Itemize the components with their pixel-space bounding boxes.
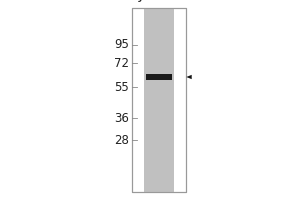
Text: Jurkat: Jurkat — [139, 0, 179, 2]
Text: 95: 95 — [114, 38, 129, 51]
Polygon shape — [186, 75, 192, 79]
Bar — [132, 8, 186, 192]
Bar — [132, 8, 186, 192]
Text: 55: 55 — [114, 81, 129, 94]
Text: 36: 36 — [114, 112, 129, 125]
Bar — [146, 74, 172, 80]
Bar — [144, 8, 174, 192]
Text: 28: 28 — [114, 134, 129, 147]
Text: 72: 72 — [114, 57, 129, 70]
